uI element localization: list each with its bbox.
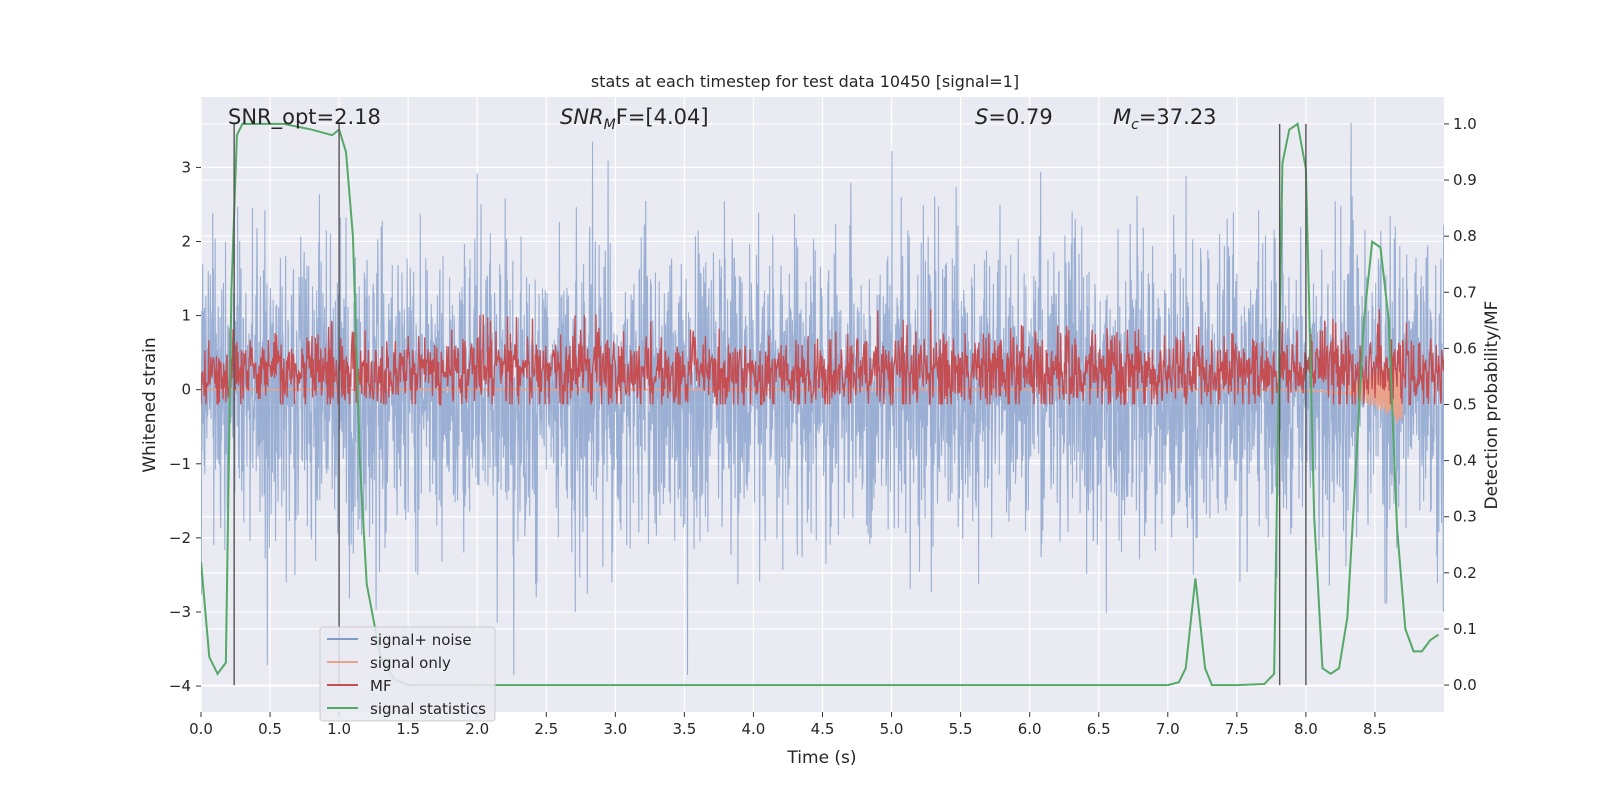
annotation-mc-base: M [1113,105,1131,129]
annotations: SNR_opt=2.18 SNRMF=[4.04] S=0.79 Mc=37.2… [228,105,1217,133]
y-tick-label: −1 [169,455,191,473]
y2-tick-label: 0.8 [1453,227,1477,245]
vertical-markers [233,123,1307,686]
x-axis-label: Time (s) [786,748,856,768]
x-tick-label: 7.5 [1225,720,1249,738]
y2-tick-label: 0.2 [1453,564,1477,582]
x-tick-label: 0.0 [189,720,213,738]
legend-label-signal-noise: signal+ noise [370,631,472,649]
x-tick-label: 8.0 [1294,720,1318,738]
x-tick-label: 4.0 [742,720,766,738]
y2-tick-label: 0.4 [1453,452,1477,470]
y-tick-label: 3 [181,158,191,176]
x-tick-label: 1.0 [327,720,351,738]
x-tick-label: 7.0 [1156,720,1180,738]
legend-box [319,626,496,722]
annotation-snr-mf-base: SNR [560,105,604,129]
x-axis: 0.0 0.5 1.0 1.5 2.0 2.5 3.0 3.5 4.0 4.5 5.0 5.5 6.0 6… [189,712,1387,738]
annotation-snr-mf: SNRMF=[4.04] [560,105,709,133]
annotation-mc-sub: c [1131,117,1139,133]
y-tick-label: −2 [169,529,191,547]
annotation-snr-mf-sub: M [604,117,616,133]
x-tick-label: 5.5 [949,720,973,738]
y-tick-label: −3 [169,603,191,621]
x-tick-label: 2.5 [534,720,558,738]
y2-tick-label: 0.7 [1453,283,1477,301]
legend: signal+ noise signal only MF signal stat… [319,626,496,722]
y2-tick-label: 0.6 [1453,339,1477,357]
x-tick-label: 0.5 [258,720,282,738]
x-tick-label: 3.0 [603,720,627,738]
y-axis-left: −4 −3 −2 −1 0 1 2 3 [169,158,201,695]
x-tick-label: 6.0 [1018,720,1042,738]
y-tick-label: 1 [181,307,191,325]
annotation-s: S=0.79 [975,105,1053,129]
x-tick-label: 5.0 [880,720,904,738]
y2-tick-label: 1.0 [1453,115,1477,133]
annotation-s-rest: =0.79 [988,105,1052,129]
series-layer [201,122,1444,687]
y2-tick-label: 0.9 [1453,171,1477,189]
y-tick-label: −4 [169,677,191,695]
x-tick-label: 8.5 [1363,720,1387,738]
y-tick-label: 0 [181,381,191,399]
x-tick-label: 6.5 [1087,720,1111,738]
y2-tick-label: 0.3 [1453,508,1477,526]
legend-label-mf: MF [370,677,392,695]
y-axis-right: 0.0 0.1 0.2 0.3 0.4 0.5 0.6 0.7 0.8 0.9 1.0 [1444,115,1477,694]
y-axis-label: Whitened strain [140,337,160,472]
y2-tick-label: 0.0 [1453,676,1477,694]
annotation-mc-rest: =37.23 [1139,105,1217,129]
x-tick-label: 2.0 [465,720,489,738]
x-tick-label: 4.5 [811,720,835,738]
y-tick-label: 2 [181,232,191,250]
x-tick-label: 1.5 [396,720,420,738]
legend-label-signal-statistics: signal statistics [370,700,486,718]
y2-tick-label: 0.5 [1453,396,1477,414]
annotation-snr-opt: SNR_opt=2.18 [228,105,381,130]
series-mf [201,309,1444,406]
annotation-snr-mf-rest: F=[4.04] [616,105,709,129]
x-tick-label: 3.5 [672,720,696,738]
annotation-s-base: S [975,105,988,129]
y2-axis-label: Detection probability/MF [1482,301,1502,510]
legend-label-signal-only: signal only [370,654,451,672]
series-signal-statistics [201,122,1440,687]
y2-tick-label: 0.1 [1453,620,1477,638]
chart-title: stats at each timestep for test data 104… [591,72,1019,91]
annotation-mc: Mc=37.23 [1113,105,1217,133]
